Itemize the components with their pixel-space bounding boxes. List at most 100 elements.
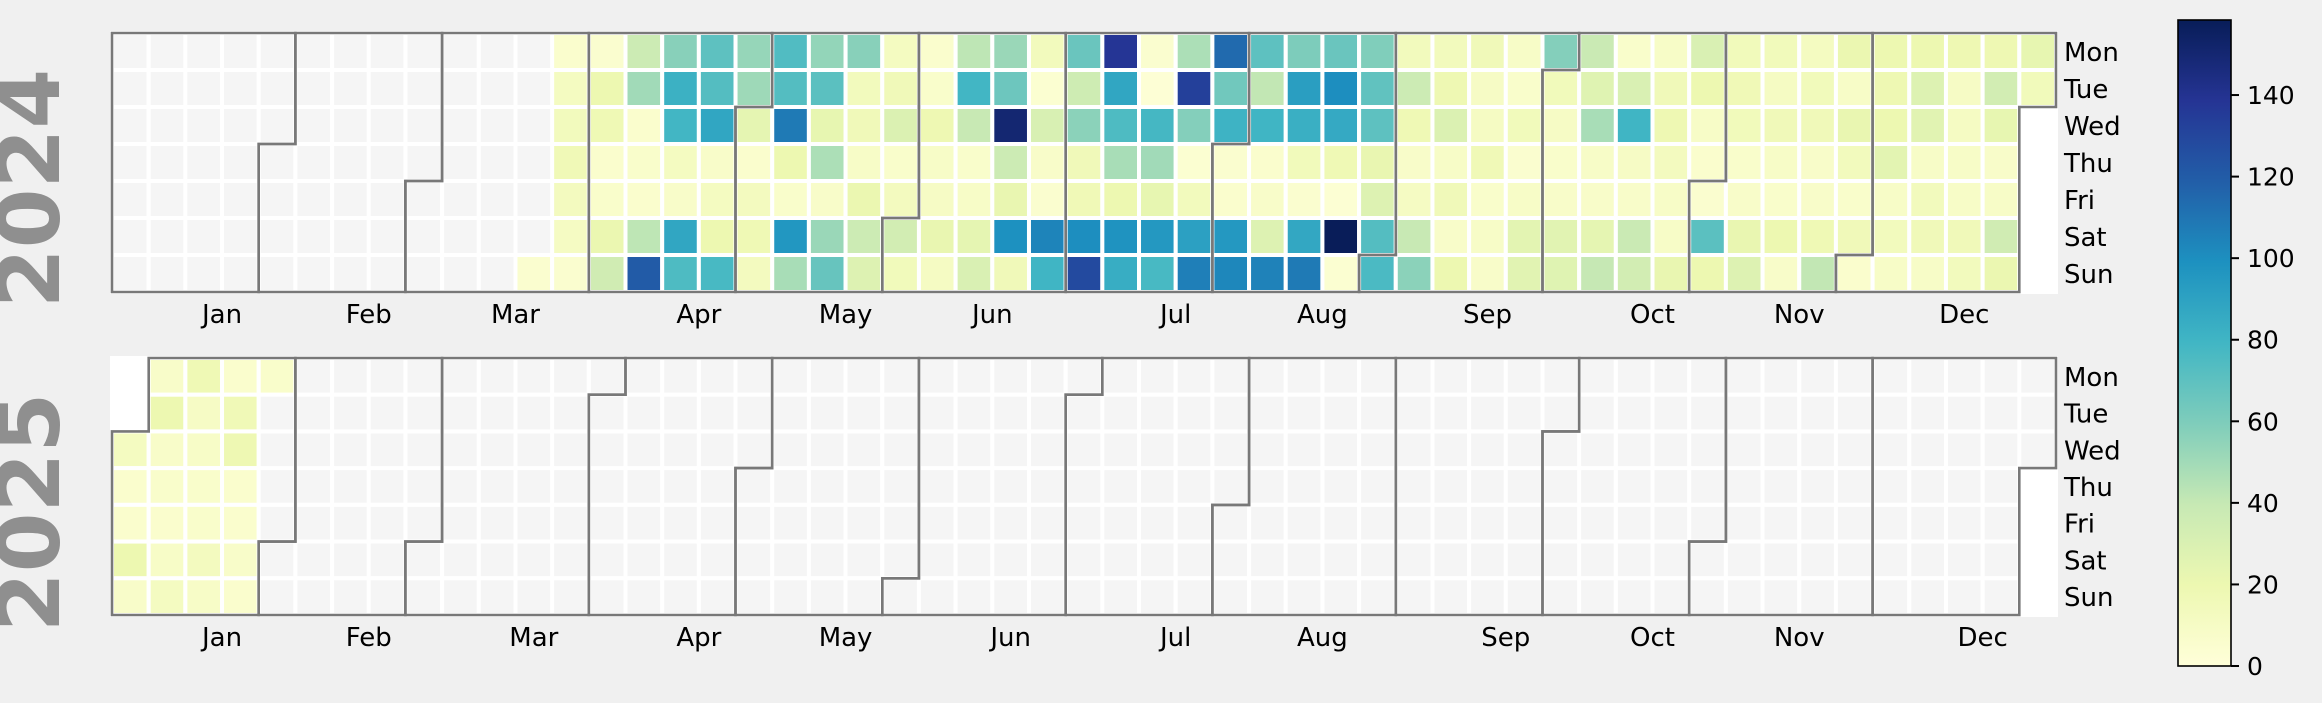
colorbar-tick-label: 0 xyxy=(2247,652,2263,681)
day-cell xyxy=(1907,253,1948,294)
day-cell xyxy=(990,392,1031,434)
day-cell xyxy=(1870,576,1912,617)
day-cell xyxy=(366,576,408,617)
day-cell xyxy=(403,429,445,471)
day-cell xyxy=(880,105,921,146)
day-cell xyxy=(293,179,335,220)
day-cell xyxy=(953,253,995,294)
day-cell xyxy=(1540,142,1582,183)
day-cell xyxy=(476,142,518,183)
day-cell xyxy=(623,179,665,220)
day-cell xyxy=(1870,68,1912,109)
day-cell xyxy=(513,31,555,72)
day-cell xyxy=(1320,429,1362,471)
day-cell xyxy=(953,216,995,257)
day-cell xyxy=(1833,392,1875,434)
month-label: Sep xyxy=(1463,300,1512,330)
day-cell xyxy=(1760,216,1802,257)
day-cell xyxy=(843,576,885,617)
day-cell xyxy=(1980,216,2022,257)
day-cell xyxy=(1210,253,1252,294)
day-cell xyxy=(696,466,738,507)
day-of-week-label: Fri xyxy=(2064,186,2095,216)
day-cell xyxy=(1247,356,1288,397)
day-cell xyxy=(1980,105,2022,146)
day-cell xyxy=(1247,216,1288,257)
day-cell xyxy=(2017,539,2059,581)
day-cell xyxy=(953,179,995,220)
day-cell xyxy=(1357,429,1398,471)
day-cell xyxy=(1760,179,1802,220)
day-cell xyxy=(733,68,775,109)
day-cell xyxy=(476,31,518,72)
day-cell xyxy=(183,105,225,146)
colorbar-tick-label: 20 xyxy=(2247,570,2279,599)
day-cell xyxy=(1137,502,1178,544)
day-cell xyxy=(1357,216,1398,257)
day-cell xyxy=(1797,31,1838,72)
day-cell xyxy=(623,105,665,146)
day-cell xyxy=(220,179,261,220)
day-cell xyxy=(1870,105,1912,146)
day-cell xyxy=(1026,142,1068,183)
day-cell xyxy=(146,502,188,544)
day-cell xyxy=(1503,105,1545,146)
day-cell xyxy=(1063,105,1105,146)
day-cell xyxy=(1210,105,1252,146)
day-cell xyxy=(1173,466,1215,507)
day-cell xyxy=(990,31,1031,72)
day-cell xyxy=(770,466,811,507)
day-cell xyxy=(1467,356,1508,397)
day-cell xyxy=(660,105,701,146)
day-cell xyxy=(1943,179,1985,220)
day-cell xyxy=(1760,466,1802,507)
day-cell xyxy=(110,31,151,72)
day-cell xyxy=(513,68,555,109)
day-cell xyxy=(916,502,958,544)
day-cell xyxy=(1100,539,1142,581)
day-cell xyxy=(660,429,701,471)
day-cell xyxy=(1687,429,1728,471)
day-cell xyxy=(110,216,151,257)
day-cell xyxy=(1687,68,1728,109)
day-cell xyxy=(366,466,408,507)
day-cell xyxy=(220,253,261,294)
month-label: Nov xyxy=(1774,623,1825,653)
day-cell xyxy=(806,179,848,220)
day-cell xyxy=(1173,105,1215,146)
day-cell xyxy=(440,105,481,146)
day-cell xyxy=(366,253,408,294)
day-cell xyxy=(366,68,408,109)
day-cell xyxy=(990,68,1031,109)
day-cell xyxy=(110,68,151,109)
month-label: Oct xyxy=(1630,623,1675,653)
day-cell xyxy=(1173,68,1215,109)
day-cell xyxy=(1026,356,1068,397)
day-cell xyxy=(1430,253,1472,294)
day-cell xyxy=(1833,539,1875,581)
day-cell xyxy=(1283,429,1325,471)
day-cell xyxy=(256,105,298,146)
day-cell xyxy=(806,466,848,507)
day-cell xyxy=(770,142,811,183)
day-cell xyxy=(366,429,408,471)
day-cell xyxy=(806,105,848,146)
day-cell xyxy=(2017,253,2059,294)
day-cell xyxy=(110,466,151,507)
day-cell xyxy=(1907,429,1948,471)
day-of-week-label: Wed xyxy=(2064,112,2121,142)
day-cell xyxy=(1063,179,1105,220)
day-cell xyxy=(1613,429,1655,471)
day-cell xyxy=(1393,253,1435,294)
day-cell xyxy=(1687,356,1728,397)
month-label: Mar xyxy=(491,300,540,330)
day-cell xyxy=(2017,31,2059,72)
day-cell xyxy=(1210,576,1252,617)
day-cell xyxy=(1173,502,1215,544)
day-cell xyxy=(110,502,151,544)
day-cell xyxy=(1870,31,1912,72)
day-cell xyxy=(550,429,591,471)
day-cell xyxy=(1723,68,1765,109)
day-cell xyxy=(1173,576,1215,617)
